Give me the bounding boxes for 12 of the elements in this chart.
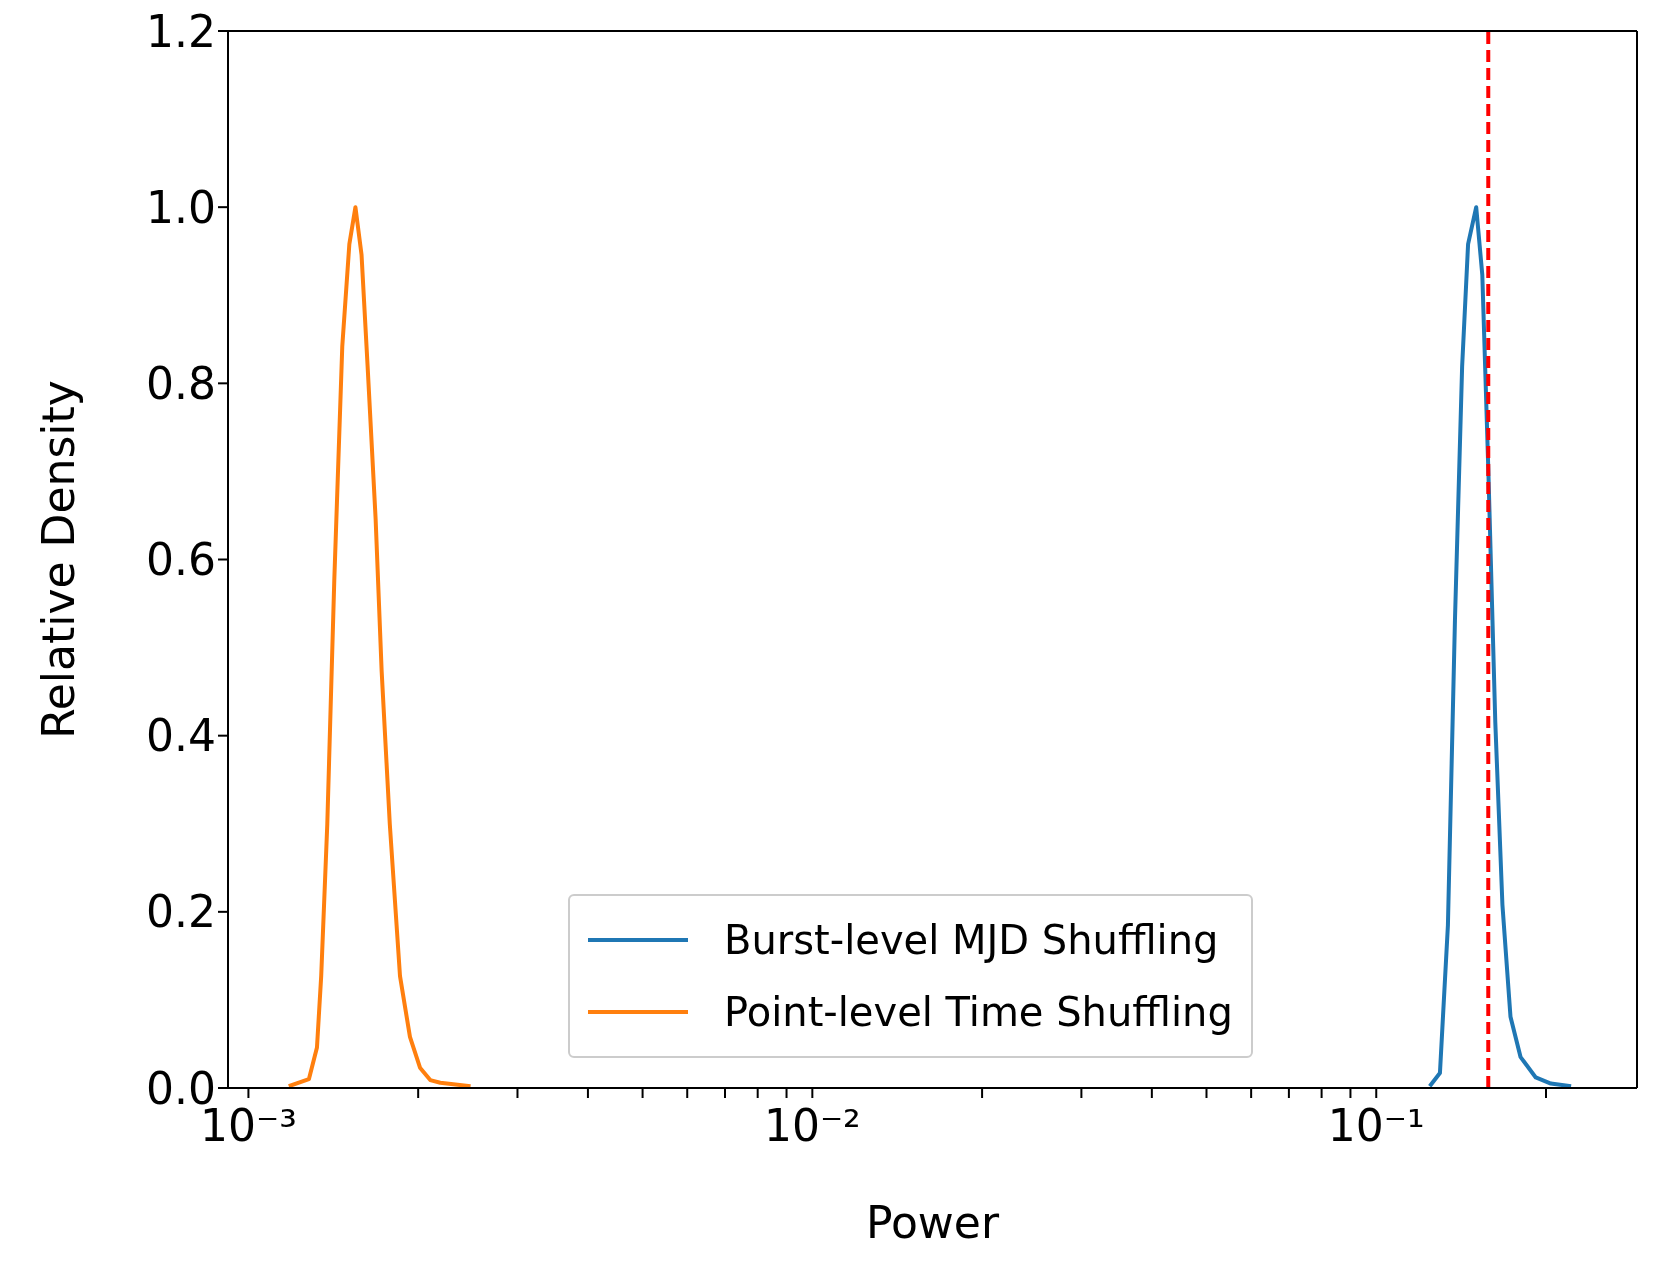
y-tick-label: 0.4 (146, 710, 216, 762)
y-tick-label: 1.0 (146, 181, 216, 233)
x-tick-label: 10⁻¹ (1327, 1100, 1425, 1152)
y-tick-label: 0.6 (146, 534, 216, 586)
y-tick-label: 1.2 (146, 5, 216, 57)
y-tick-label: 0.8 (146, 357, 216, 409)
y-axis-title: Relative Density (32, 380, 84, 739)
legend-label: Burst-level MJD Shuffling (724, 917, 1219, 963)
legend-label: Point-level Time Shuffling (724, 989, 1233, 1035)
x-axis-title: Power (865, 1197, 1000, 1248)
y-tick-label: 0.2 (146, 886, 216, 938)
x-tick-label: 10⁻² (763, 1100, 861, 1152)
